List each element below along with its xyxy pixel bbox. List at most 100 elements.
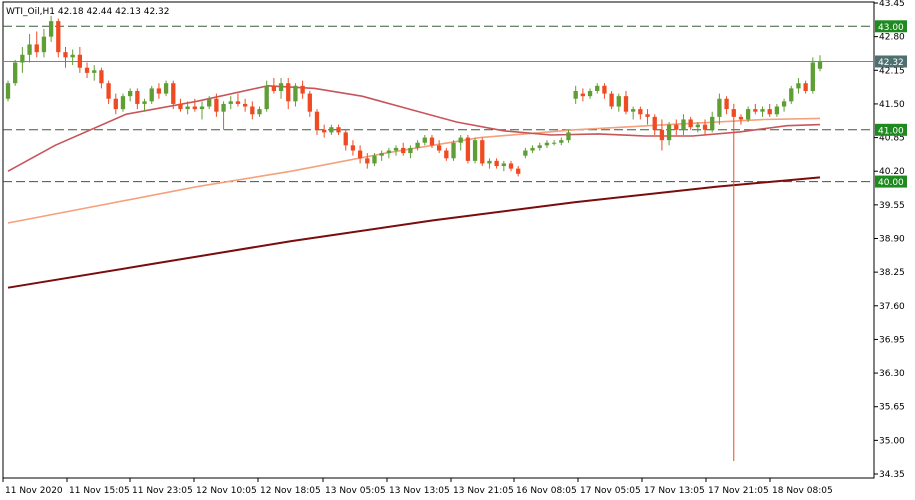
candle-bearish [688, 119, 693, 128]
candle-bullish [379, 153, 384, 156]
y-tick-label: 37.60 [879, 302, 905, 312]
candle-bearish [214, 98, 219, 112]
candle-bearish [171, 83, 176, 104]
candle-bullish [458, 137, 463, 143]
candle-bearish [767, 109, 772, 115]
medium-moving-average-line [7, 117, 821, 224]
candle-bullish [20, 54, 25, 63]
candle-bearish [250, 106, 255, 115]
candle-bearish [135, 90, 140, 104]
y-tick-label: 35.65 [879, 403, 905, 413]
candle-bearish [444, 150, 449, 159]
candle-bullish [595, 85, 600, 91]
level-badge-label: 41.00 [878, 126, 904, 136]
y-tick-label: 42.80 [879, 33, 905, 43]
candle-bullish [185, 106, 190, 110]
candle-bullish [666, 124, 672, 141]
candle-bullish [681, 119, 686, 130]
candle-bullish [408, 147, 413, 154]
candle-bullish [257, 109, 262, 115]
candle-bullish [5, 83, 11, 99]
candle-bullish [631, 109, 636, 112]
candle-bearish [753, 109, 758, 112]
candle-bullish [329, 127, 334, 133]
y-tick-label: 40.20 [879, 167, 905, 177]
y-tick-label: 38.90 [879, 235, 905, 245]
candle-bearish [465, 137, 471, 161]
candle-bullish [789, 88, 794, 102]
x-tick-label: 12 Nov 18:05 [260, 486, 321, 496]
y-tick-label: 38.25 [879, 268, 905, 278]
candle-bearish [674, 124, 679, 130]
candle-bearish [322, 129, 327, 133]
candle-bullish [810, 62, 815, 91]
candle-bullish [774, 106, 780, 115]
candle-bearish [336, 127, 341, 133]
candle-bearish [350, 145, 356, 151]
y-tick-label: 40.85 [879, 134, 905, 144]
candle-bullish [695, 124, 700, 128]
candle-bullish [149, 88, 154, 102]
candle-bullish [207, 98, 212, 107]
candle-bullish [523, 150, 528, 156]
candle-bullish [120, 96, 126, 110]
candle-bearish [235, 101, 241, 104]
candle-bullish [70, 54, 75, 58]
candle-bullish [278, 83, 284, 91]
candle-bearish [738, 116, 744, 120]
candle-bullish [760, 109, 765, 112]
level-badge [875, 175, 907, 188]
candle-bullish [48, 21, 54, 37]
current-price-badge-label: 42.32 [878, 58, 904, 68]
candle-bearish [343, 132, 348, 146]
candle-bearish [106, 83, 111, 99]
candle-bullish [422, 137, 427, 143]
candle-bearish [192, 106, 197, 110]
candle-bearish [401, 147, 406, 154]
candle-bullish [781, 101, 787, 107]
candle-bearish [178, 103, 183, 110]
candle-bearish [99, 70, 104, 84]
candle-bullish [163, 83, 169, 94]
candle-bullish [559, 140, 564, 143]
candle-bullish [264, 85, 269, 110]
candle-bullish [372, 155, 377, 164]
candle-bearish [652, 116, 657, 130]
candle-bearish [429, 137, 435, 146]
candle-bearish [63, 52, 68, 58]
candle-bearish [436, 145, 442, 151]
candle-bearish [357, 150, 363, 159]
candle-bullish [472, 140, 478, 161]
candle-bullish [501, 163, 506, 167]
candle-bullish [415, 142, 420, 148]
current-price-badge [875, 55, 907, 68]
level-badge-label: 43.00 [878, 23, 904, 33]
candle-bullish [587, 90, 593, 97]
candle-bullish [221, 103, 226, 112]
candle-bearish [314, 111, 320, 130]
y-tick-label: 36.95 [879, 335, 905, 345]
x-tick-label: 11 Nov 15:05 [69, 486, 130, 496]
candle-bearish [702, 124, 708, 130]
candle-bullish [616, 96, 621, 107]
candle-bearish [242, 103, 248, 107]
candle-bearish [365, 158, 370, 164]
candle-bearish [286, 83, 291, 102]
candle-bullish [487, 160, 492, 164]
slow-moving-average-line [7, 176, 821, 289]
x-tick-label: 13 Nov 05:05 [325, 486, 386, 496]
x-tick-label: 18 Nov 08:05 [772, 486, 833, 496]
candle-bearish [731, 109, 736, 117]
candle-bullish [745, 109, 751, 120]
candle-bullish [451, 142, 456, 159]
x-tick-label: 13 Nov 21:05 [453, 486, 514, 496]
candle-bearish [508, 163, 514, 169]
candle-bearish [609, 93, 614, 107]
candle-bullish [92, 70, 97, 73]
candle-bullish [710, 116, 715, 130]
candle-bullish [393, 147, 399, 151]
candle-bullish [386, 150, 392, 154]
candle-bearish [803, 83, 808, 91]
candle-bullish [717, 98, 722, 117]
